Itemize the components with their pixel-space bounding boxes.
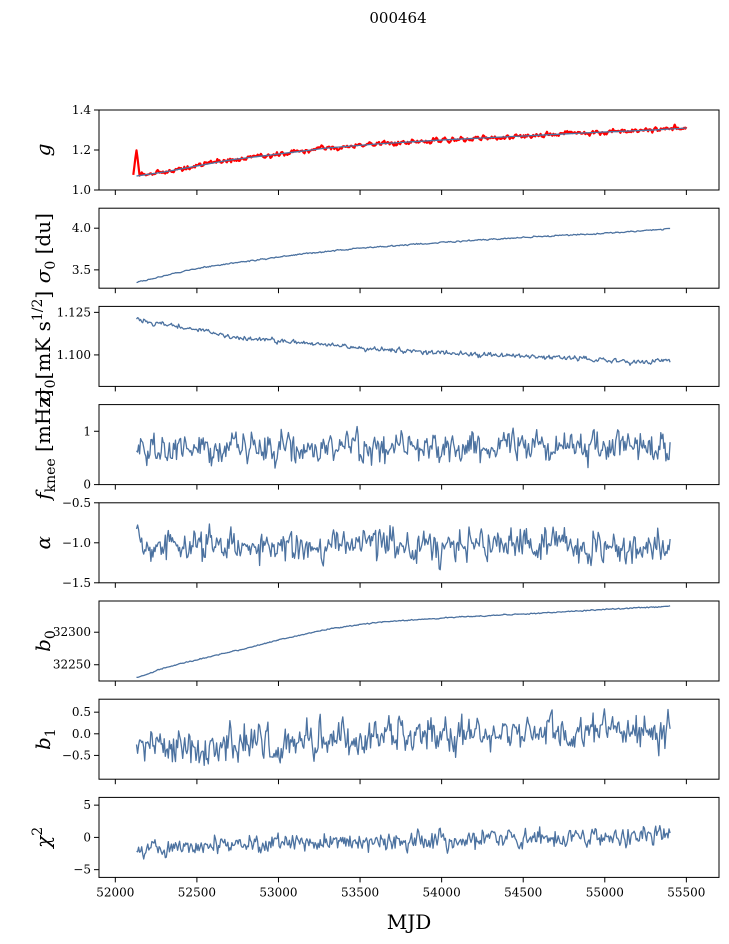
figure-title: 000464	[369, 9, 426, 27]
y-tick-label: −1.5	[62, 576, 91, 590]
axes-frame	[98, 109, 720, 191]
series-line-1	[136, 605, 671, 679]
y-tick-label: 1	[83, 424, 91, 438]
x-tick-label: 53000	[259, 885, 297, 899]
y-tick-label: −1.0	[62, 536, 91, 550]
x-tick-label: 54500	[504, 885, 542, 899]
y-tick-label: 0.5	[72, 705, 91, 719]
y-tick-label: 1.125	[57, 305, 91, 319]
y-tick-label: 0.0	[72, 727, 91, 741]
y-axis-label: b1	[31, 728, 59, 750]
x-tick-label: 55500	[667, 885, 705, 899]
axes-frame	[98, 796, 720, 878]
series-line-1	[135, 317, 671, 366]
y-tick-label: 0	[83, 830, 91, 844]
y-axis-label: χ2	[30, 827, 55, 850]
y-tick-label: 1.0	[72, 183, 91, 197]
y-tick-label: 1.100	[57, 348, 91, 362]
subplot-2: 3.5 4.0 σ0 [du]	[31, 207, 720, 294]
axes-frame	[98, 404, 720, 486]
subplot-7: −0.5 0.0 0.5 b1	[31, 698, 720, 785]
subplot-5: −1.5 −1.0 −0.5 α	[31, 496, 720, 590]
x-tick-label: 52000	[96, 885, 134, 899]
y-axis-label: g	[31, 144, 55, 157]
axes-frame	[98, 207, 720, 289]
y-axis-label: σ0 [du]	[31, 213, 59, 283]
y-tick-label: 3.5	[72, 263, 91, 277]
subplot-4: 0 1 fknee [mHz]	[31, 389, 720, 502]
x-tick-label: 54000	[423, 885, 461, 899]
axes-frame	[98, 502, 720, 584]
y-tick-label: 0	[83, 478, 91, 492]
series-line-1	[136, 227, 671, 284]
axes-frame	[98, 698, 720, 780]
series-line-1	[135, 523, 671, 571]
y-tick-label: −5	[73, 863, 91, 877]
series-line-1	[136, 824, 671, 860]
series-line-1	[136, 425, 671, 469]
y-axis-label: b0	[31, 630, 59, 652]
subplot-8: −5 0 5 52000 52500 53000 53500 54000 54500 55000 5…	[30, 796, 720, 899]
subplot-1: 1.0 1.2 1.4 g	[31, 103, 720, 197]
y-tick-label: −0.5	[62, 496, 91, 510]
x-tick-label: 52500	[178, 885, 216, 899]
y-tick-label: 5	[83, 798, 91, 812]
series-line-1	[135, 708, 671, 766]
y-axis-label: fknee [mHz]	[31, 389, 59, 501]
axes-frame	[98, 305, 720, 387]
y-tick-label: −0.5	[62, 748, 91, 762]
axes-frame	[98, 600, 720, 682]
x-axis-label: MJD	[387, 910, 432, 934]
y-tick-label: 32300	[53, 625, 91, 639]
y-tick-label: 4.0	[72, 221, 91, 235]
series-line-2	[136, 127, 687, 177]
x-tick-label: 55000	[586, 885, 624, 899]
y-axis-label: α	[31, 536, 55, 550]
y-axis-label: σ0[mK s1/2]	[30, 291, 59, 402]
y-tick-label: 1.4	[72, 103, 91, 117]
y-tick-label: 1.2	[72, 143, 91, 157]
y-tick-label: 32250	[53, 658, 91, 672]
x-tick-label: 53500	[341, 885, 379, 899]
